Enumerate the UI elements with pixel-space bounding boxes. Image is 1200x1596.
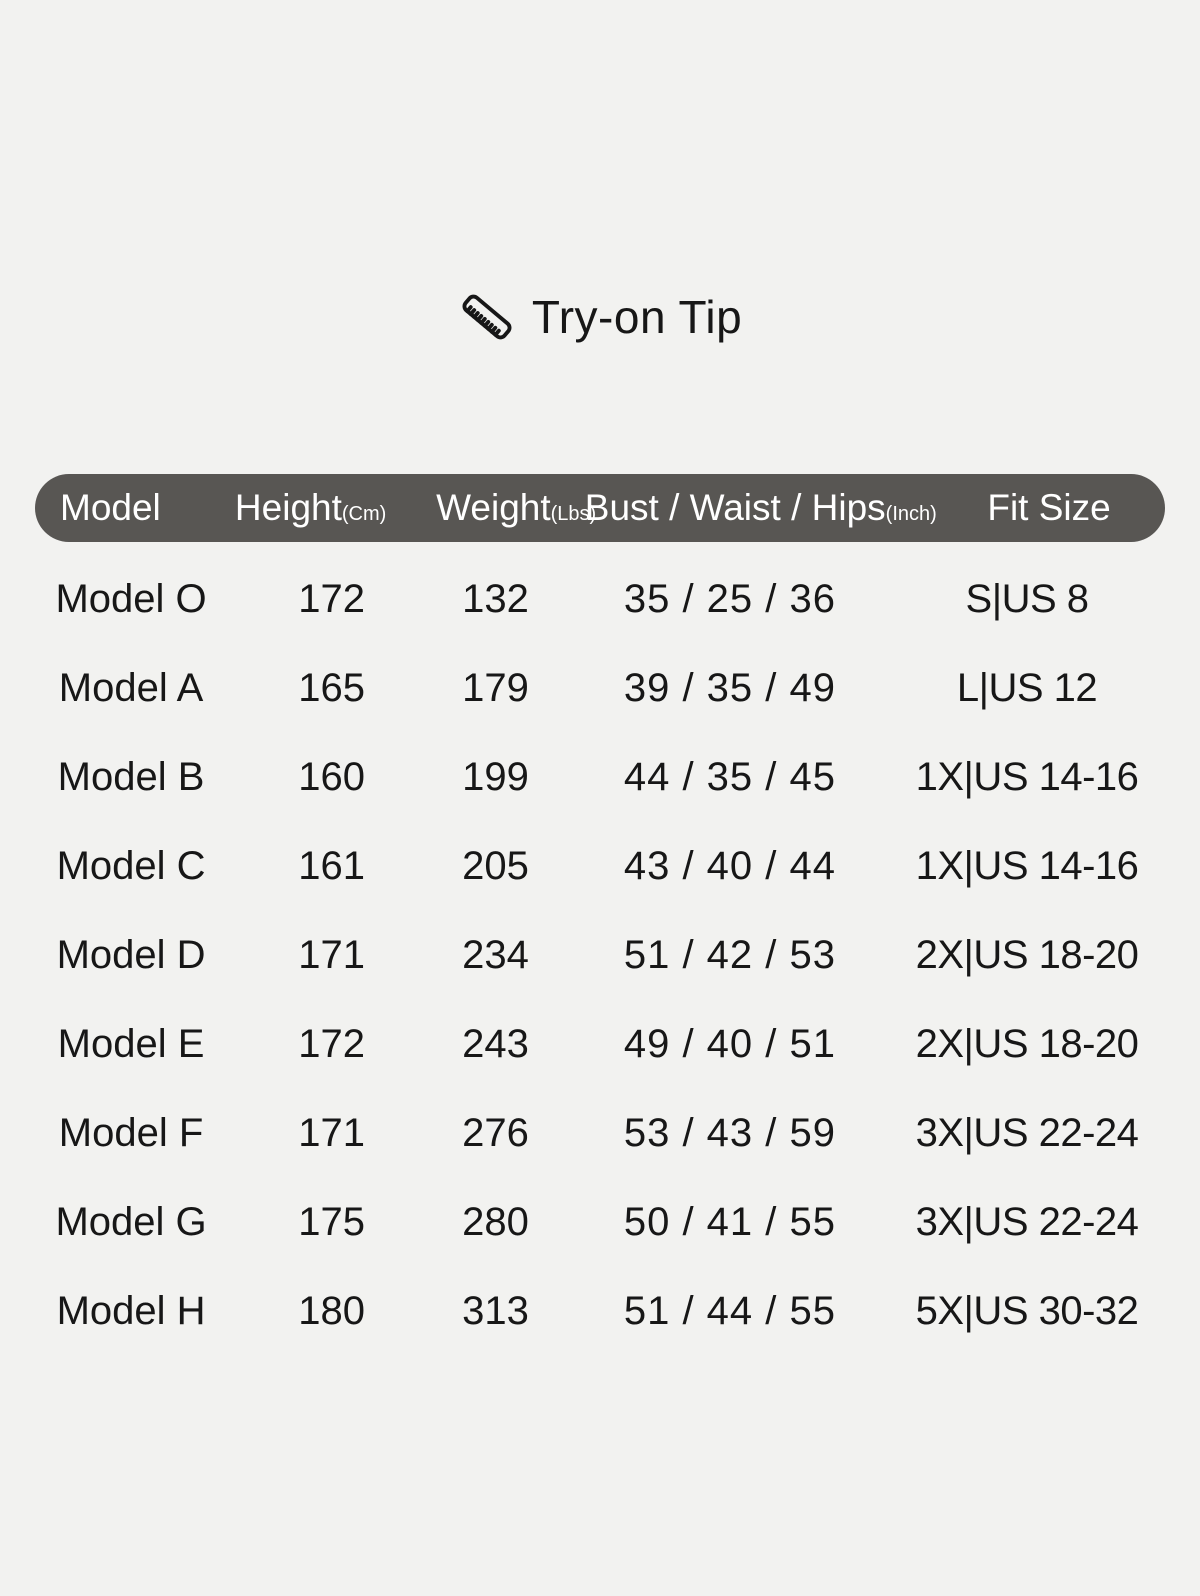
cell-bust-waist-hips: 51 / 42 / 53 — [623, 933, 836, 977]
cell-model: Model E — [57, 1022, 205, 1066]
ruler-icon — [458, 288, 516, 346]
column-label: Height — [234, 487, 342, 528]
table-row-model-e: Model E 172 243 49 / 40 / 51 2X|US 18-20 — [35, 1000, 1165, 1089]
table-row-model-f: Model F 171 276 53 / 43 / 59 3X|US 22-24 — [35, 1089, 1165, 1178]
column-unit: (Inch) — [885, 503, 937, 525]
cell-fit-size: 2X|US 18-20 — [915, 933, 1139, 977]
table-row-model-h: Model H 180 313 51 / 44 / 55 5X|US 30-32 — [35, 1267, 1165, 1356]
column-header-fit-size: Fit Size — [919, 487, 1179, 529]
column-header-height: Height(Cm) — [206, 487, 415, 529]
cell-bust-waist-hips: 53 / 43 / 59 — [623, 1111, 836, 1155]
cell-height: 175 — [298, 1200, 365, 1244]
cell-model: Model H — [56, 1289, 206, 1333]
table-row-model-c: Model C 161 205 43 / 40 / 44 1X|US 14-16 — [35, 822, 1165, 911]
cell-model: Model F — [58, 1111, 204, 1155]
column-header-model: Model — [35, 487, 227, 529]
cell-height: 180 — [298, 1289, 365, 1333]
table-header: Model Height(Cm) Weight(Lbs) Bust / Wais… — [35, 474, 1165, 542]
cell-fit-size: 3X|US 22-24 — [915, 1200, 1139, 1244]
cell-fit-size: 1X|US 14-16 — [915, 755, 1139, 799]
cell-fit-size: L|US 12 — [956, 666, 1098, 710]
cell-bust-waist-hips: 49 / 40 / 51 — [623, 1022, 836, 1066]
cell-model: Model O — [55, 577, 207, 621]
cell-bust-waist-hips: 39 / 35 / 49 — [623, 666, 836, 710]
cell-bust-waist-hips: 35 / 25 / 36 — [623, 577, 836, 621]
cell-model: Model B — [57, 755, 205, 799]
table-row-model-d: Model D 171 234 51 / 42 / 53 2X|US 18-20 — [35, 911, 1165, 1000]
cell-height: 172 — [298, 1022, 365, 1066]
column-header-bust-waist-hips: Bust / Waist / Hips(Inch) — [584, 487, 937, 529]
column-unit: (Cm) — [341, 503, 387, 525]
column-label: Weight — [436, 487, 551, 528]
size-chart-page: Try-on Tip Model Height(Cm) Weight(Lbs) … — [0, 0, 1200, 1356]
size-chart-table: Model Height(Cm) Weight(Lbs) Bust / Wais… — [35, 474, 1165, 1356]
cell-weight: 199 — [462, 755, 529, 799]
column-label: Fit Size — [987, 487, 1111, 528]
cell-bust-waist-hips: 44 / 35 / 45 — [623, 755, 836, 799]
cell-height: 172 — [298, 577, 365, 621]
cell-fit-size: S|US 8 — [965, 577, 1089, 621]
cell-weight: 234 — [462, 933, 529, 977]
table-row-model-g: Model G 175 280 50 / 41 / 55 3X|US 22-24 — [35, 1178, 1165, 1267]
cell-model: Model A — [58, 666, 204, 710]
cell-bust-waist-hips: 43 / 40 / 44 — [623, 844, 836, 888]
column-label: Bust / Waist / Hips — [584, 487, 886, 528]
cell-model: Model G — [55, 1200, 207, 1244]
page-title: Try-on Tip — [531, 290, 743, 343]
cell-fit-size: 3X|US 22-24 — [915, 1111, 1139, 1155]
cell-fit-size: 1X|US 14-16 — [915, 844, 1139, 888]
cell-weight: 280 — [462, 1200, 529, 1244]
cell-bust-waist-hips: 50 / 41 / 55 — [623, 1200, 836, 1244]
cell-weight: 132 — [462, 577, 529, 621]
table-body: Model O 172 132 35 / 25 / 36 S|US 8 Mode… — [35, 542, 1165, 1356]
cell-weight: 243 — [462, 1022, 529, 1066]
cell-height: 160 — [298, 755, 365, 799]
table-row-model-o: Model O 172 132 35 / 25 / 36 S|US 8 — [35, 555, 1165, 644]
cell-fit-size: 5X|US 30-32 — [915, 1289, 1139, 1333]
cell-height: 161 — [298, 844, 365, 888]
column-label: Model — [60, 487, 161, 528]
cell-weight: 276 — [462, 1111, 529, 1155]
cell-model: Model D — [56, 933, 206, 977]
column-unit: (Lbs) — [550, 503, 597, 525]
cell-weight: 179 — [462, 666, 529, 710]
column-header-weight: Weight(Lbs) — [436, 487, 596, 529]
cell-height: 171 — [298, 933, 365, 977]
cell-weight: 313 — [462, 1289, 529, 1333]
cell-height: 171 — [298, 1111, 365, 1155]
cell-height: 165 — [298, 666, 365, 710]
cell-model: Model C — [56, 844, 206, 888]
cell-fit-size: 2X|US 18-20 — [915, 1022, 1139, 1066]
table-row-model-b: Model B 160 199 44 / 35 / 45 1X|US 14-16 — [35, 733, 1165, 822]
cell-bust-waist-hips: 51 / 44 / 55 — [623, 1289, 836, 1333]
page-title-row: Try-on Tip — [0, 0, 1200, 346]
cell-weight: 205 — [462, 844, 529, 888]
table-row-model-a: Model A 165 179 39 / 35 / 49 L|US 12 — [35, 644, 1165, 733]
